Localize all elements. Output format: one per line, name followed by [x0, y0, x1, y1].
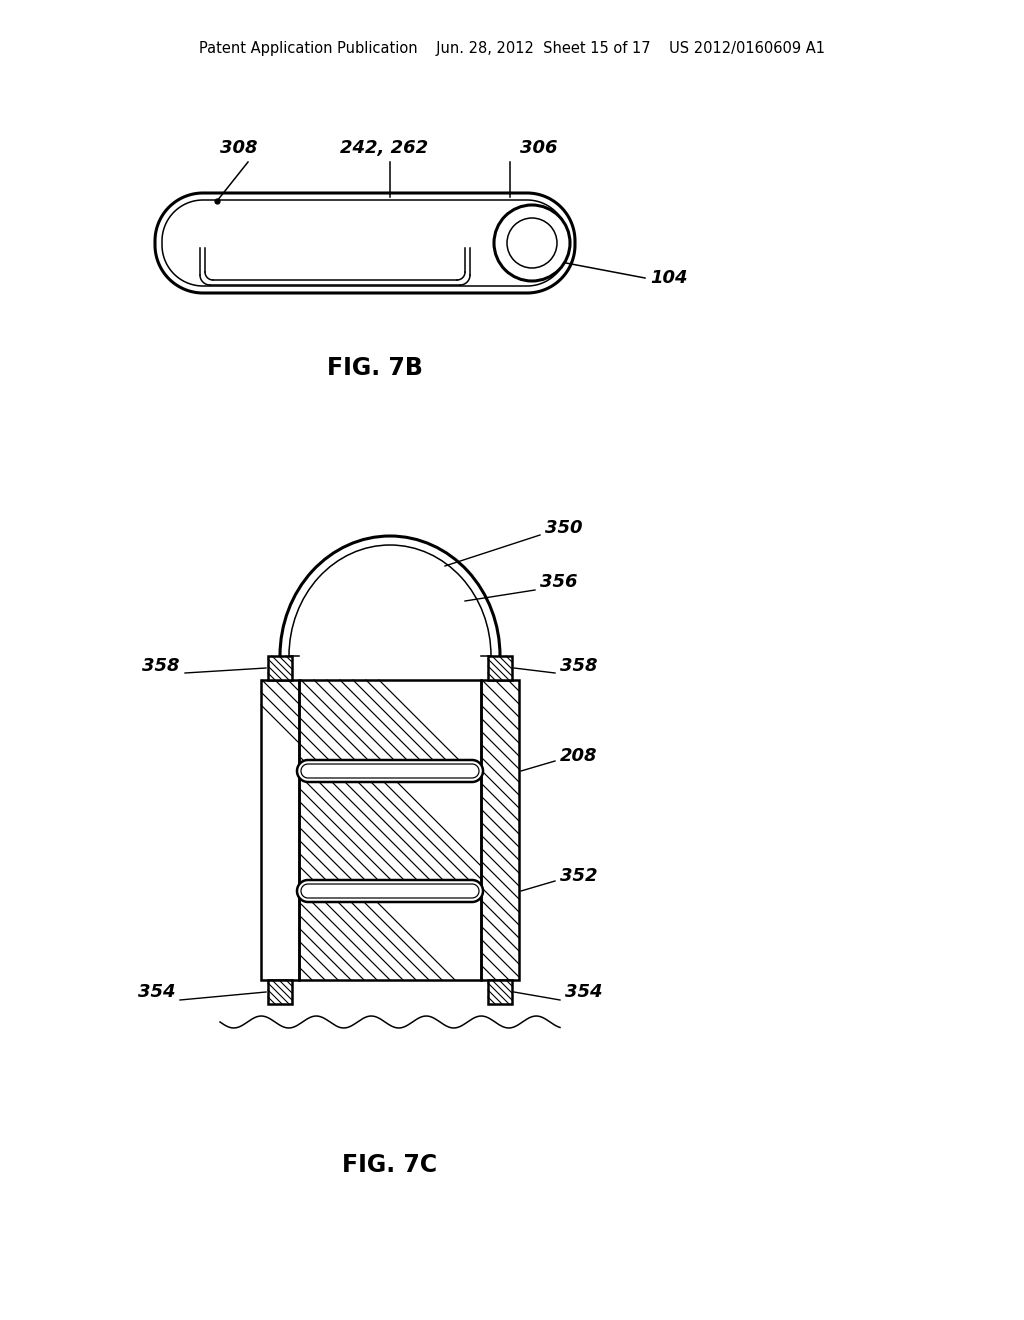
Text: 308: 308	[220, 139, 257, 157]
Text: 358: 358	[560, 657, 597, 675]
Bar	[481, 680, 519, 979]
Bar	[299, 680, 481, 979]
Bar	[268, 979, 292, 1005]
Text: 208: 208	[560, 747, 597, 766]
Text: 358: 358	[142, 657, 180, 675]
Text: FIG. 7B: FIG. 7B	[327, 356, 423, 380]
Polygon shape	[162, 201, 568, 286]
Circle shape	[507, 218, 557, 268]
Text: 354: 354	[137, 983, 175, 1001]
Bar	[261, 680, 299, 979]
Bar	[268, 656, 292, 680]
Polygon shape	[297, 760, 483, 781]
Text: 350: 350	[545, 519, 583, 537]
Circle shape	[494, 205, 570, 281]
Polygon shape	[297, 880, 483, 902]
Bar	[488, 979, 512, 1005]
Text: Patent Application Publication    Jun. 28, 2012  Sheet 15 of 17    US 2012/01606: Patent Application Publication Jun. 28, …	[199, 41, 825, 55]
Text: FIG. 7C: FIG. 7C	[342, 1152, 437, 1177]
Text: 306: 306	[520, 139, 557, 157]
Bar	[299, 680, 481, 979]
Bar	[488, 656, 512, 680]
Text: 104: 104	[650, 269, 687, 286]
Bar	[261, 680, 299, 979]
Text: 242, 262: 242, 262	[340, 139, 428, 157]
Polygon shape	[155, 193, 575, 293]
Text: 354: 354	[565, 983, 602, 1001]
Text: 352: 352	[560, 867, 597, 884]
Polygon shape	[301, 764, 479, 777]
Bar	[481, 680, 519, 979]
Text: 356: 356	[540, 573, 578, 591]
Polygon shape	[301, 884, 479, 898]
